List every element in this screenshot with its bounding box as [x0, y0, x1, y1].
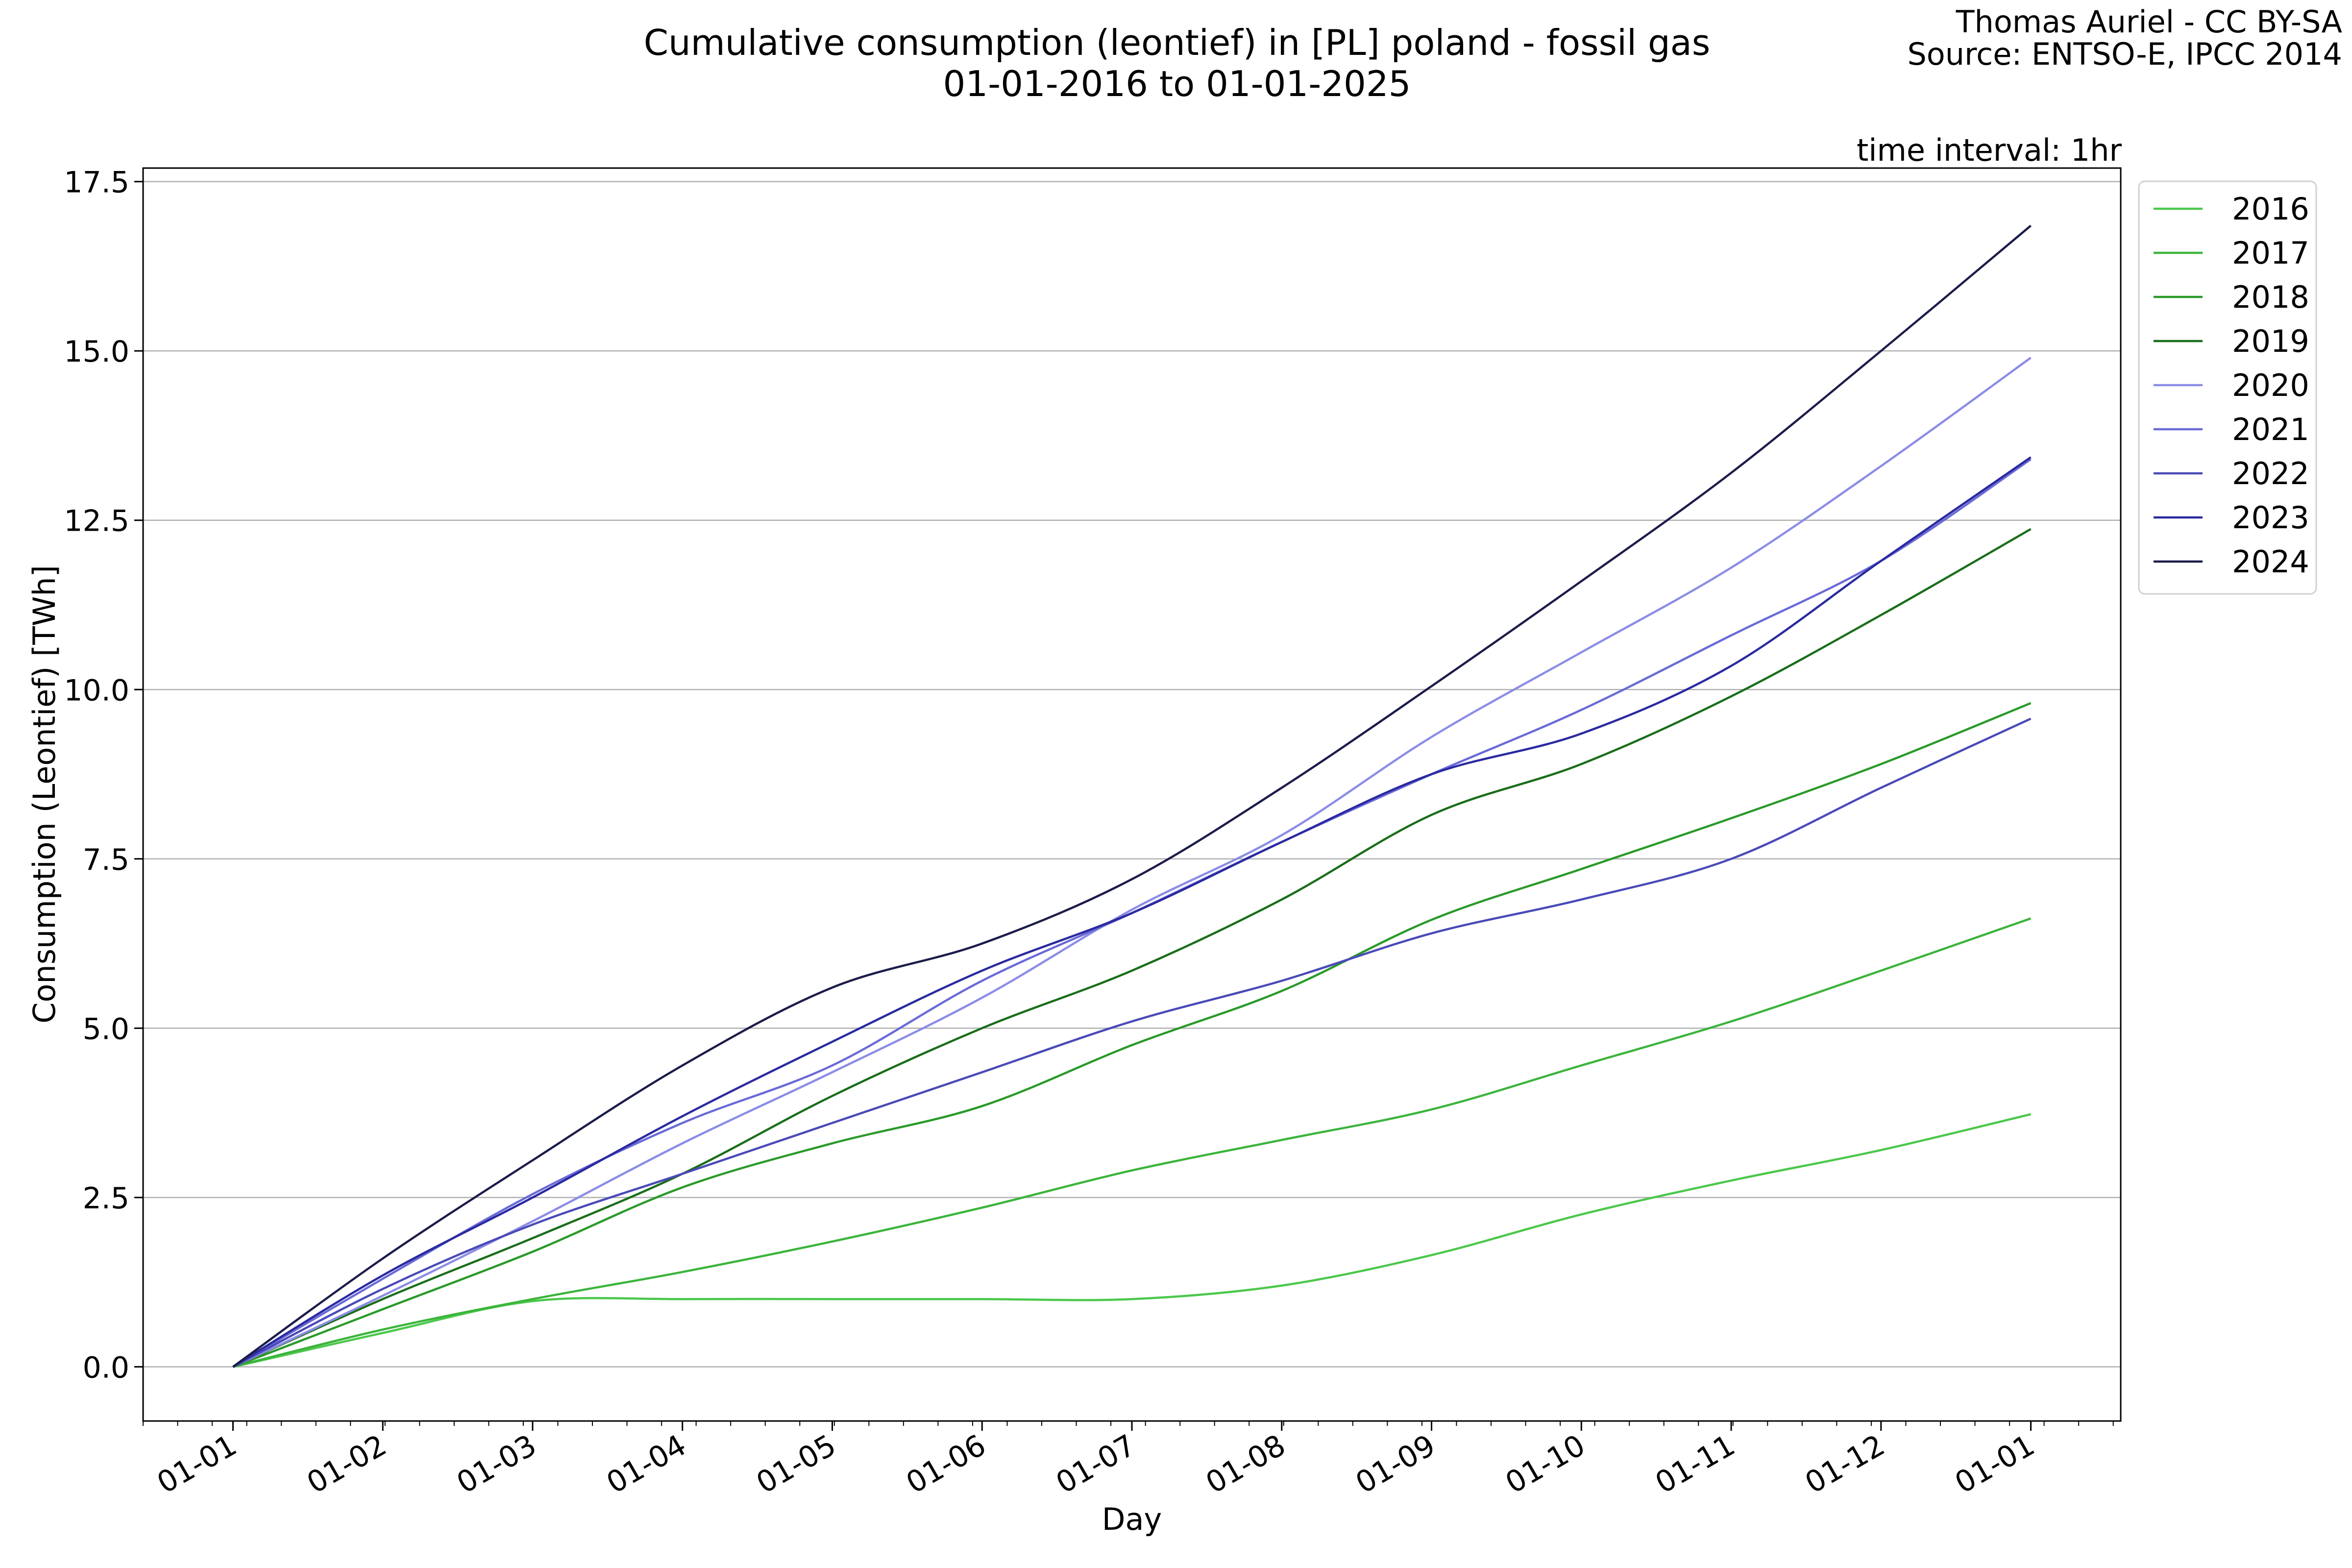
series-lines — [232, 224, 2032, 1368]
legend-label: 2023 — [2232, 500, 2309, 536]
y-tick-label: 2.5 — [83, 1181, 129, 1216]
y-axis: 0.0 2.5 5.0 7.5 10.0 12.5 15.0 17.5 — [64, 166, 143, 1385]
legend-label: 2024 — [2232, 544, 2309, 580]
credits-source: Source: ENTSO-E, IPCC 2014 — [1907, 36, 2342, 72]
credits-author: Thomas Auriel - CC BY-SA — [1956, 4, 2342, 40]
y-tick-label: 0.0 — [83, 1350, 129, 1385]
chart-title: Cumulative consumption (leontief) in [PL… — [644, 22, 1711, 63]
y-tick-label: 10.0 — [64, 673, 129, 708]
series-line-2019 — [232, 528, 2032, 1368]
y-tick-label: 17.5 — [64, 166, 129, 200]
series-line-2017 — [232, 917, 2032, 1368]
y-axis-label: Consumption (Leontief) [TWh] — [26, 565, 62, 1024]
legend-label: 2016 — [2232, 191, 2309, 227]
series-line-2016 — [233, 1113, 2032, 1368]
legend-label: 2019 — [2232, 323, 2309, 359]
legend-box — [2138, 180, 2317, 595]
series-line-2018 — [232, 702, 2032, 1368]
series-line-2023 — [232, 456, 2032, 1368]
grid-lines — [143, 181, 2121, 1368]
legend-label: 2022 — [2232, 456, 2309, 491]
legend-label: 2018 — [2232, 279, 2309, 315]
y-tick-label: 5.0 — [83, 1012, 129, 1046]
interval-note: time interval: 1hr — [1857, 132, 2122, 168]
legend-label: 2017 — [2232, 235, 2309, 271]
y-tick-label: 7.5 — [83, 843, 129, 877]
chart-subtitle: 01-01-2016 to 01-01-2025 — [943, 63, 1411, 104]
series-line-2022 — [232, 717, 2032, 1368]
x-axis-label: Day — [1102, 1501, 1162, 1537]
legend: 2016 2017 2018 2019 2020 2021 2022 2023 2024 — [2138, 180, 2317, 595]
series-line-2020 — [232, 357, 2032, 1368]
y-tick-label: 12.5 — [64, 504, 129, 539]
series-line-2024 — [232, 224, 2032, 1368]
legend-label: 2021 — [2232, 412, 2309, 447]
legend-label: 2020 — [2232, 368, 2309, 403]
y-tick-label: 15.0 — [64, 335, 129, 369]
